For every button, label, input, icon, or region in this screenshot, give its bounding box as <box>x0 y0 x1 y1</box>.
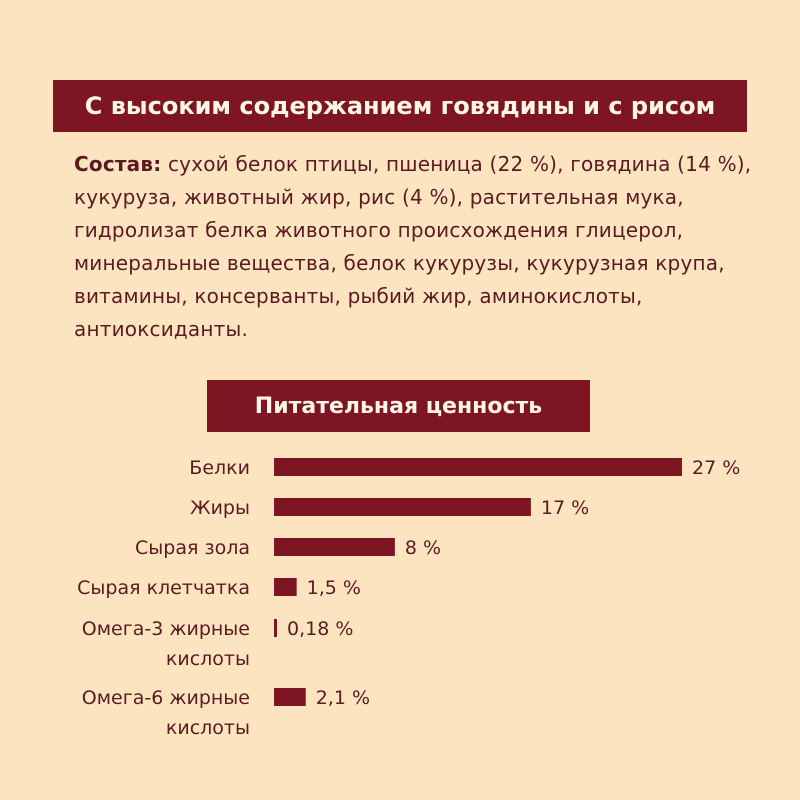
category-label-1: Жиры <box>190 497 250 519</box>
value-label-3: 1,5 % <box>307 577 361 599</box>
product-title: С высоким содержанием говядины и с рисом <box>84 92 716 120</box>
composition-lead: Состав: <box>74 152 162 176</box>
composition-body: сухой белок птицы, пшеница (22 %), говяд… <box>74 152 752 341</box>
value-label-5: 2,1 % <box>316 687 370 709</box>
bar-1 <box>274 498 531 516</box>
bar-2 <box>274 538 395 556</box>
category-label-4-line-1: кислоты <box>166 648 250 670</box>
category-label-0: Белки <box>189 457 250 479</box>
category-label-5-line-0: Омега-6 жирные <box>82 687 250 709</box>
value-label-0: 27 % <box>692 457 740 479</box>
bar-4 <box>274 619 277 637</box>
value-label-4: 0,18 % <box>287 618 353 640</box>
bar-5 <box>274 688 306 706</box>
value-label-1: 17 % <box>541 497 589 519</box>
composition-text: Состав: сухой белок птицы, пшеница (22 %… <box>74 148 754 346</box>
value-label-2: 8 % <box>405 537 441 559</box>
category-label-2: Сырая зола <box>135 537 250 559</box>
bar-0 <box>274 458 682 476</box>
product-title-banner: С высоким содержанием говядины и с рисом <box>53 80 747 132</box>
category-label-4-line-0: Омега-3 жирные <box>82 618 250 640</box>
category-label-5-line-1: кислоты <box>166 717 250 739</box>
nutrition-title: Питательная ценность <box>254 393 543 419</box>
category-label-3: Сырая клетчатка <box>77 577 250 599</box>
nutrition-title-banner: Питательная ценность <box>207 380 590 432</box>
bar-3 <box>274 578 297 596</box>
